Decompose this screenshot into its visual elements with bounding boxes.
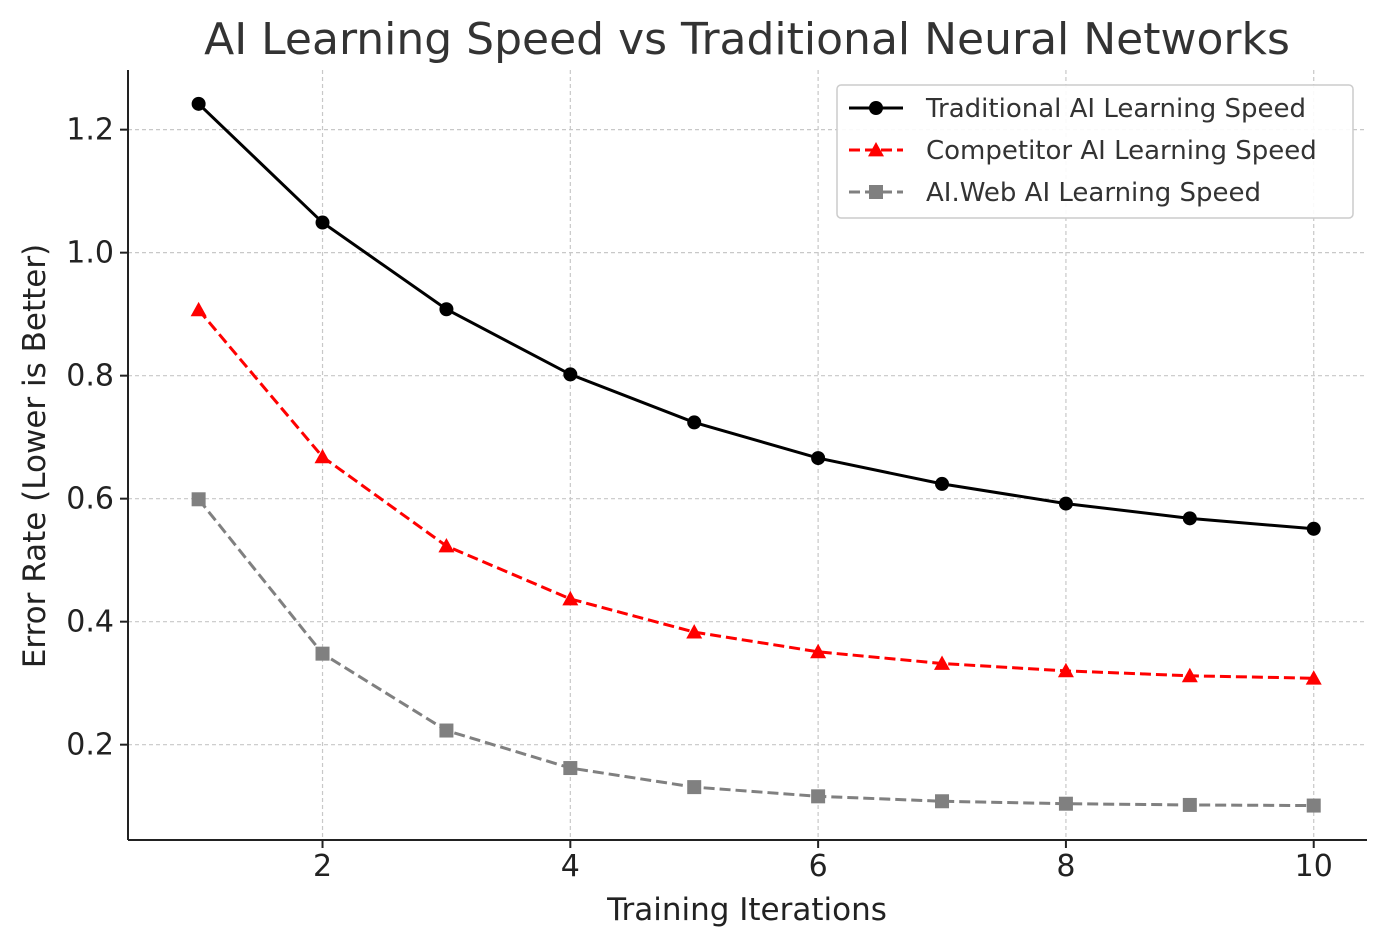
legend-marker-swatch xyxy=(868,142,884,157)
data-point xyxy=(191,492,206,507)
data-point xyxy=(439,302,454,317)
series-line xyxy=(197,308,1314,680)
legend-label: Traditional AI Learning Speed xyxy=(925,94,1306,124)
y-tick-label: 1.2 xyxy=(66,113,114,148)
data-point xyxy=(191,96,206,111)
axis-layer: 2 4 6 8 10 0.2 0.4 0.6 0.8 1.0 1.2 xyxy=(66,70,1367,884)
y-tick-label: 1.0 xyxy=(66,236,114,271)
legend: Traditional AI Learning Speed Competitor … xyxy=(836,84,1354,219)
series-1 xyxy=(191,96,1321,536)
data-point xyxy=(439,723,454,738)
legend-item: Competitor AI Learning Speed xyxy=(849,136,1317,166)
legend-marker-swatch xyxy=(869,185,883,199)
data-point xyxy=(1306,521,1321,536)
legend-label: Competitor AI Learning Speed xyxy=(926,136,1317,166)
data-point xyxy=(563,761,578,776)
series-line xyxy=(197,102,1314,531)
data-point xyxy=(1306,798,1321,813)
chart-title: AI Learning Speed vs Traditional Neural … xyxy=(204,14,1290,65)
y-axis-title: Error Rate (Lower is Better) xyxy=(17,244,53,668)
x-tick-label: 8 xyxy=(1056,849,1075,884)
data-point xyxy=(563,367,578,382)
legend-item: Traditional AI Learning Speed xyxy=(849,94,1306,124)
data-point xyxy=(1181,667,1198,683)
data-point xyxy=(1057,662,1074,678)
data-point xyxy=(687,780,702,795)
legend-item: AI.Web AI Learning Speed xyxy=(849,178,1261,208)
y-tick-label: 0.4 xyxy=(66,605,114,640)
legend-box xyxy=(836,84,1354,219)
series-line xyxy=(197,498,1314,808)
y-tick-label: 0.2 xyxy=(66,728,114,763)
series-layer xyxy=(190,96,1322,813)
data-point xyxy=(1058,496,1073,511)
x-axis-title: Training Iterations xyxy=(606,892,887,928)
data-point xyxy=(811,789,826,804)
y-tick-label: 0.6 xyxy=(66,482,114,517)
x-tick-label: 4 xyxy=(561,849,580,884)
data-point xyxy=(687,415,702,430)
data-point xyxy=(934,655,951,670)
x-tick-label: 10 xyxy=(1295,849,1333,884)
data-point xyxy=(1182,797,1197,812)
series-3 xyxy=(191,492,1321,813)
data-point xyxy=(810,643,827,659)
data-point xyxy=(1182,511,1197,526)
data-point xyxy=(562,590,579,606)
series-2 xyxy=(190,301,1322,685)
data-point xyxy=(190,301,207,317)
data-point xyxy=(315,215,330,230)
data-point xyxy=(935,794,950,809)
data-point xyxy=(686,624,703,639)
data-point xyxy=(1058,796,1073,811)
x-tick-label: 2 xyxy=(313,849,332,884)
data-point xyxy=(438,538,455,553)
legend-label: AI.Web AI Learning Speed xyxy=(926,178,1261,208)
x-tick-label: 6 xyxy=(809,849,828,884)
data-point xyxy=(314,448,331,464)
data-point xyxy=(811,451,826,466)
data-point xyxy=(315,646,330,661)
data-point xyxy=(935,476,950,491)
y-tick-label: 0.8 xyxy=(66,359,114,394)
legend-marker-swatch xyxy=(869,101,883,115)
data-point xyxy=(1305,670,1322,685)
